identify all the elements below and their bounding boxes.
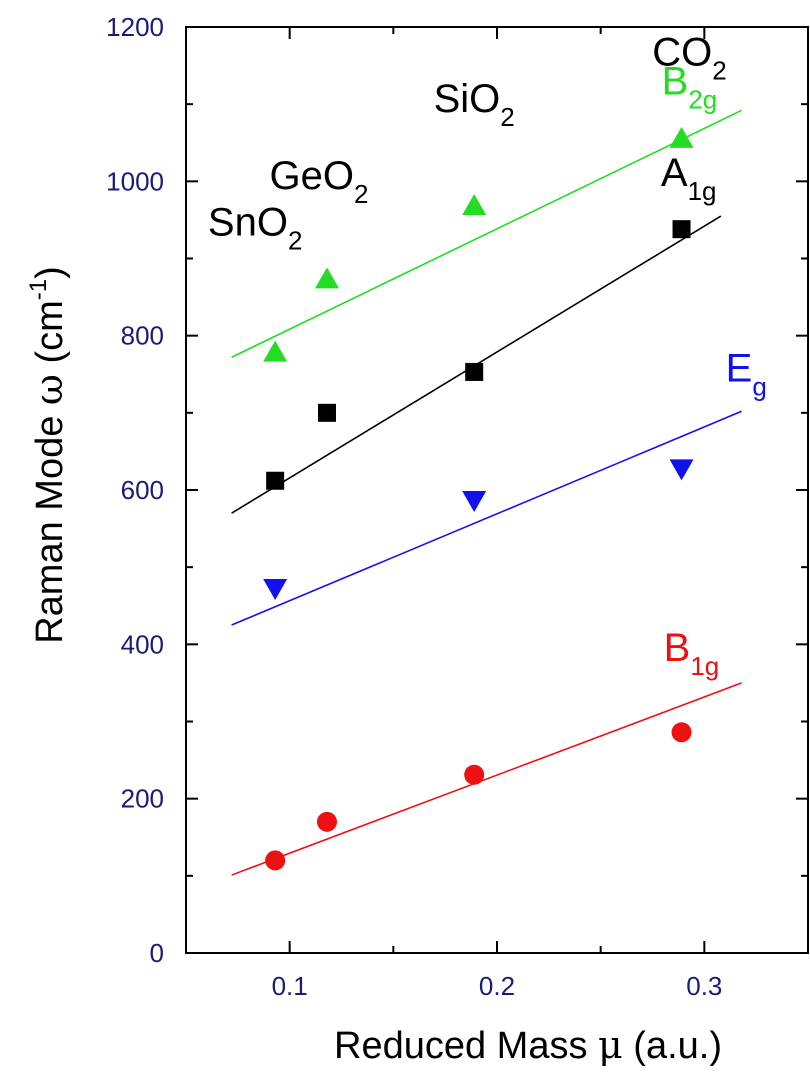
x-axis-title: Reduced Mass μ (a.u.) (334, 1023, 722, 1067)
y-tick-label: 400 (121, 629, 164, 659)
y-axis-title: Raman Mode ω (cm-1) (25, 266, 71, 644)
compound-label: GeO2 (270, 154, 369, 209)
marker-eg (263, 579, 288, 601)
compound-label: CO2 (652, 31, 726, 86)
compound-label: SiO2 (434, 77, 515, 132)
mode-label-a1g: A1g (661, 151, 717, 206)
y-tick-label: 600 (121, 475, 164, 505)
fit-line-b2g (231, 109, 743, 358)
x-tick-label: 0.1 (272, 971, 308, 1001)
fit-line-b1g (231, 682, 742, 876)
mode-label-b1g: B1g (664, 626, 720, 681)
mode-label-eg: Eg (726, 346, 767, 401)
marker-eg (669, 459, 694, 481)
marker-a1g (465, 362, 484, 381)
marker-b2g (462, 194, 487, 216)
y-tick-label: 800 (121, 321, 164, 351)
mode-label-b2g: B2g (662, 59, 718, 114)
marker-b2g (314, 267, 339, 289)
y-tick-label: 0 (150, 938, 164, 968)
axis-ticks: 0.1 0.2 0.3 0 200 400 600 800 1000 1200 (106, 12, 809, 1001)
y-tick-label: 200 (121, 784, 164, 814)
fit-line-eg (231, 410, 742, 626)
marker-b2g (669, 126, 694, 148)
marker-b2g (263, 340, 288, 362)
marker-b1g (464, 764, 485, 785)
marker-b1g (265, 850, 286, 871)
compound-label: SnO2 (208, 200, 303, 255)
x-tick-label: 0.3 (686, 971, 722, 1001)
y-tick-label: 1000 (106, 166, 164, 196)
y-tick-label: 1200 (106, 12, 164, 42)
fit-lines (231, 109, 743, 876)
data-markers (263, 126, 694, 871)
marker-a1g (317, 403, 336, 422)
marker-a1g (266, 471, 285, 490)
x-tick-label: 0.2 (479, 971, 515, 1001)
marker-eg (462, 491, 487, 513)
marker-b1g (316, 811, 337, 832)
marker-b1g (671, 722, 692, 743)
marker-a1g (672, 220, 691, 239)
